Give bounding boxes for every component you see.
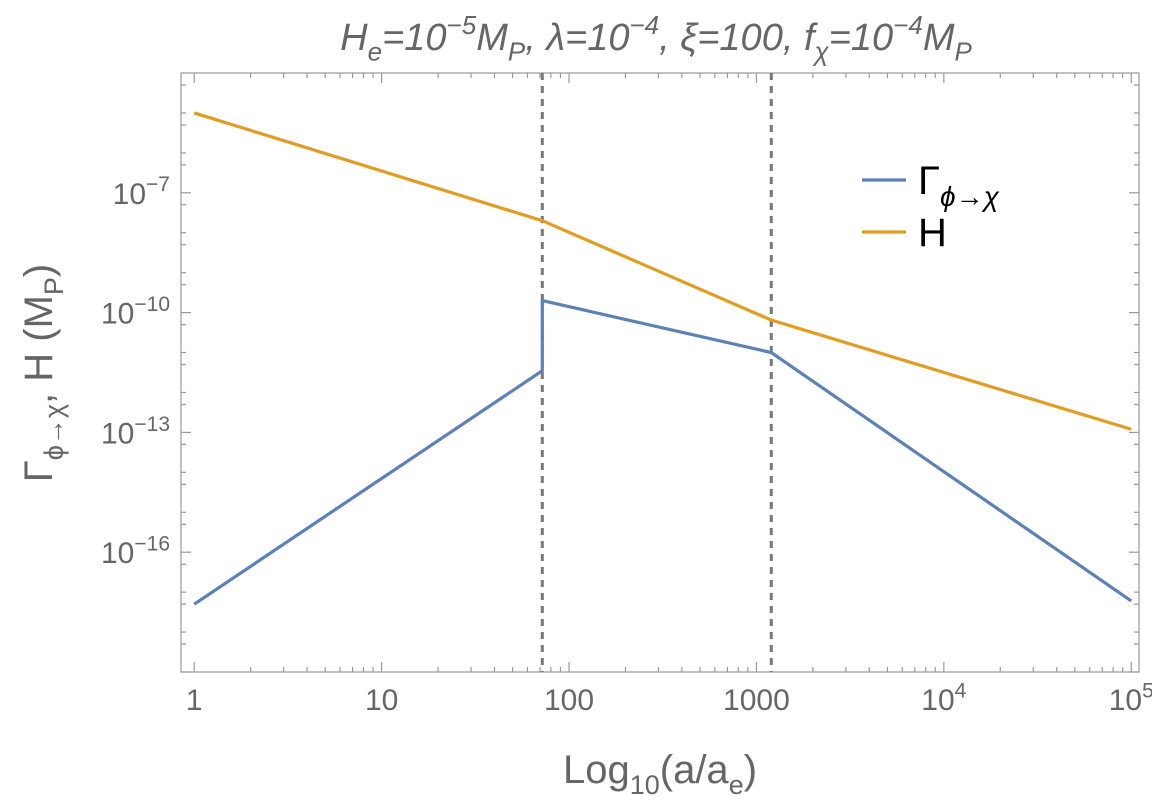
xlabel-part: Log (563, 748, 630, 792)
title-part: , ξ=100, f (659, 17, 818, 59)
title-part: −4 (629, 10, 659, 40)
tick-base: 10 (113, 178, 146, 211)
title-part: −5 (447, 10, 477, 40)
x-tick-label: 100 (544, 684, 594, 717)
legend-label-part: Γ (918, 159, 940, 203)
tick-base: 10 (101, 417, 134, 450)
title-part: M (923, 17, 955, 59)
title-part: χ (813, 37, 830, 67)
tick-base: 10 (101, 537, 134, 570)
plot-frame (180, 72, 1140, 673)
y-tick-label: 10−10 (101, 293, 170, 331)
tick-base: 10 (921, 684, 954, 717)
vertical-markers (540, 73, 773, 672)
x-tick-label: 1 (186, 684, 203, 717)
x-tick-label: 10 (365, 684, 398, 717)
xlabel-part: e (729, 770, 744, 797)
ylabel-part: P (39, 277, 69, 295)
tick-base: 10 (101, 298, 134, 331)
legend: Γϕ→χH (862, 159, 1000, 255)
series-layer (193, 111, 1133, 606)
title-part: −4 (893, 10, 923, 40)
tick-exponent: −16 (134, 533, 170, 556)
xlabel-part: (a/a (660, 748, 730, 792)
title-part: , λ=10 (525, 17, 629, 59)
tick-exponent: −10 (134, 293, 170, 316)
ylabel-part: , H (M (17, 295, 61, 404)
legend-entry-label: Γϕ→χ (918, 159, 1000, 212)
xlabel-part: 10 (630, 770, 660, 797)
tick-exponent: 4 (955, 679, 967, 702)
ylabel-part: ϕ→χ (39, 404, 69, 460)
title-part: M (476, 17, 508, 59)
chart-title: He​=10−5​MP​, λ=10−4​, ξ=100, fχ​=10−4​M… (340, 10, 972, 67)
legend-label-part: ϕ→χ (940, 181, 1000, 212)
ylabel-part: Γ (17, 460, 61, 482)
legend-label-part: H (918, 211, 947, 255)
tick-exponent: 5 (1142, 679, 1152, 702)
y-axis-label: Γϕ→χ​, H (MP​) (17, 264, 69, 483)
title-part: H (340, 17, 368, 59)
tick-base: 10 (1109, 684, 1142, 717)
ylabel-part: ) (17, 264, 61, 277)
y-tick-label: 10−16 (101, 533, 170, 571)
tick-exponent: −13 (134, 413, 170, 436)
series-line-hubble (193, 111, 1132, 431)
title-part: =10 (382, 17, 446, 59)
x-tick-label: 1000 (723, 684, 790, 717)
title-part: =10 (829, 17, 893, 59)
x-axis: 1 10 100 1000 104 105 (186, 73, 1152, 717)
chart-title-text: He​=10−5​MP​, λ=10−4​, ξ=100, fχ​=10−4​M… (340, 10, 972, 67)
tick-exponent: −7 (146, 173, 170, 196)
x-tick-label: 105 (1109, 679, 1152, 717)
legend-entry-label: H (918, 211, 947, 255)
y-tick-label: 10−13 (101, 413, 170, 451)
xlabel-part: ) (744, 748, 757, 792)
x-tick-label: 104 (921, 679, 966, 717)
title-part: e (368, 37, 382, 67)
series-line-gamma (193, 298, 1133, 606)
x-axis-label: Log10​(a/ae​) (563, 748, 757, 797)
title-part: P (954, 37, 972, 67)
title-part: P (508, 37, 526, 67)
y-tick-label: 10−7 (113, 173, 170, 211)
